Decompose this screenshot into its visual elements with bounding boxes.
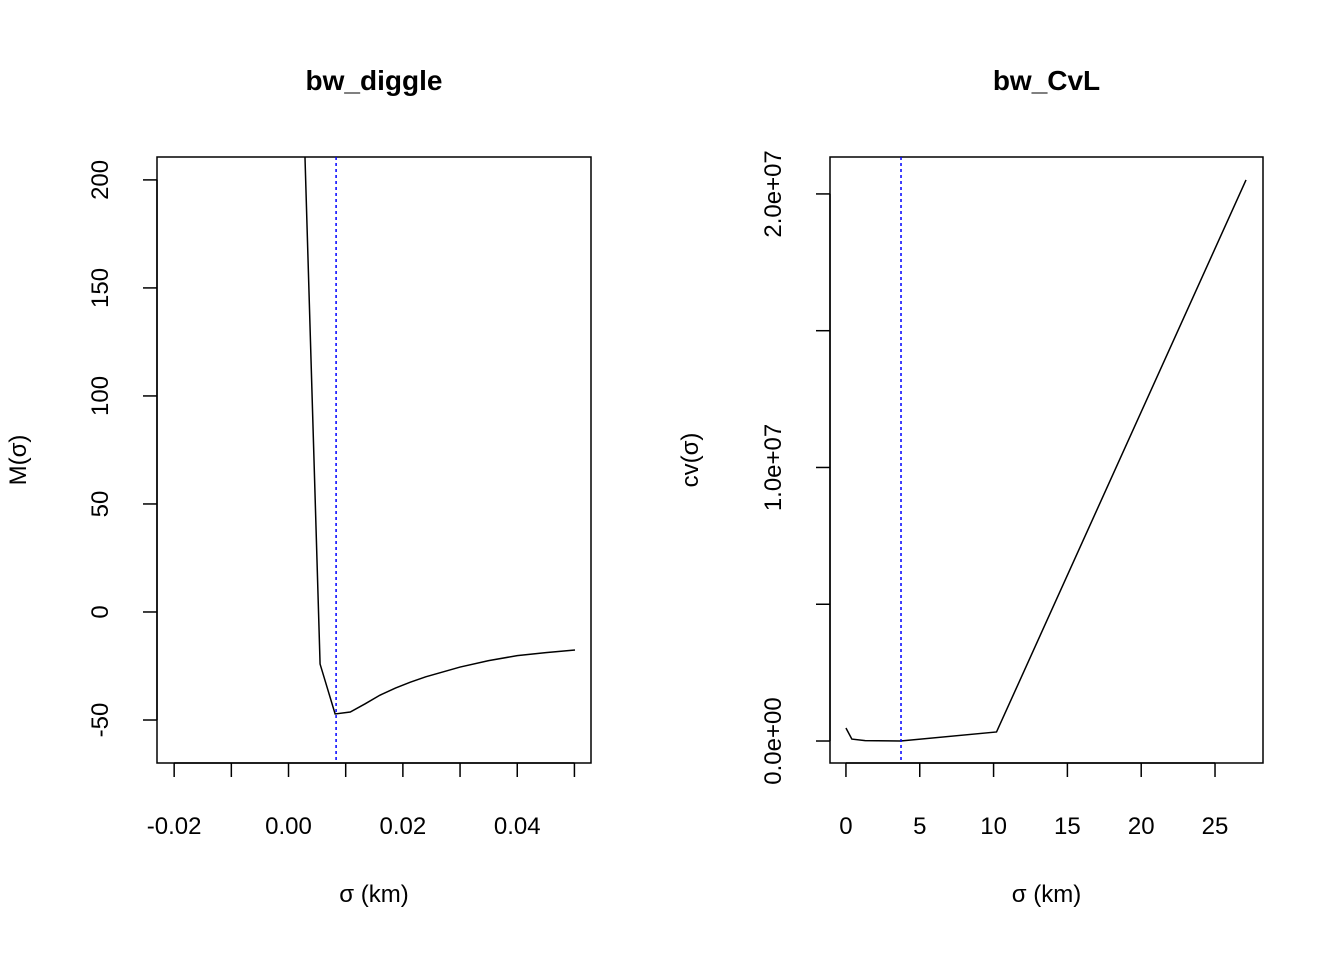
x-tick-label: 10 [980,813,1007,840]
data-line [304,157,576,715]
plot-box [829,156,1264,764]
y-tick-label: 0.0e+00 [760,697,787,784]
plot-box [156,156,592,764]
panel: bw_CvL σ (km) cv(σ) 0 5 10 15 20 25 0.0e+00 1.0e+0… [677,65,1264,908]
x-axis-label: σ (km) [339,881,408,908]
x-tick-label: 5 [913,813,926,840]
panel: bw_diggle σ (km) M(σ) -0.02 0.00 0.02 0.04 -50 0… [5,65,592,908]
x-tick-label: 25 [1202,813,1229,840]
chart-title: bw_diggle [306,65,443,96]
x-tick-label: 15 [1054,813,1081,840]
y-tick-label: 200 [87,160,114,200]
y-tick-label: 150 [87,268,114,308]
y-tick-label: 50 [87,491,114,518]
data-line [845,179,1247,742]
x-tick-label: -0.02 [147,813,202,840]
y-tick-label: 0 [87,605,114,618]
x-tick-label: 0.04 [494,813,541,840]
y-tick-label: -50 [87,703,114,738]
x-tick-label: 20 [1128,813,1155,840]
x-tick-label: 0.00 [265,813,312,840]
y-tick-label: 2.0e+07 [760,150,787,237]
y-tick-label: 100 [87,376,114,416]
y-axis-label: M(σ) [5,435,32,486]
y-tick-label: 1.0e+07 [760,424,787,511]
x-tick-label: 0 [839,813,852,840]
x-axis-label: σ (km) [1012,881,1081,908]
chart-title: bw_CvL [993,65,1100,96]
x-tick-label: 0.02 [380,813,427,840]
y-axis-label: cv(σ) [677,433,704,488]
